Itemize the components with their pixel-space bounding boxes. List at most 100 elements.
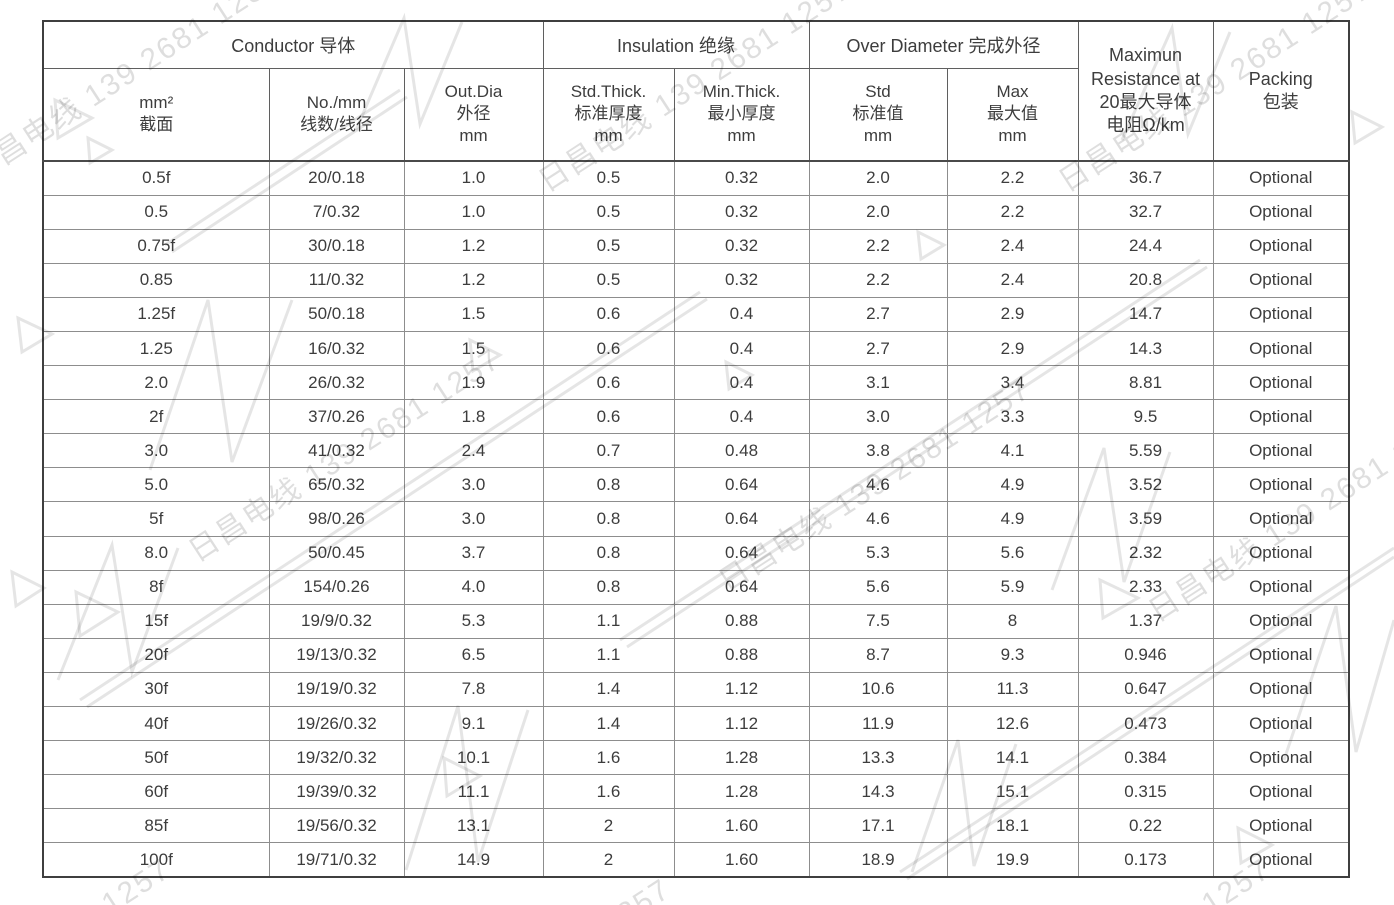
table-cell: Optional bbox=[1212, 160, 1350, 196]
table-cell: 0.32 bbox=[673, 228, 810, 264]
table-cell: 7/0.32 bbox=[268, 194, 405, 230]
table-cell: 0.7 bbox=[542, 433, 675, 469]
table-cell: 4.9 bbox=[946, 467, 1079, 503]
table-cell: 0.5 bbox=[42, 194, 270, 230]
table-cell: 0.88 bbox=[673, 603, 810, 639]
table-cell: Optional bbox=[1212, 228, 1350, 264]
table-cell: 0.32 bbox=[673, 194, 810, 230]
table-cell: 5.3 bbox=[808, 535, 948, 571]
table-cell: 2.7 bbox=[808, 330, 948, 367]
table-cell: 98/0.26 bbox=[268, 501, 405, 537]
table-row: 0.5 7/0.32 1.0 0.5 0.32 2.0 2.2 32.7 Optional bbox=[42, 194, 1350, 230]
table-cell: 13.3 bbox=[808, 740, 948, 776]
table-cell: 19/56/0.32 bbox=[268, 808, 405, 844]
table-row: 20f 19/13/0.32 6.5 1.1 0.88 8.7 9.3 0.946 Option… bbox=[42, 637, 1350, 673]
table-cell: 0.64 bbox=[673, 569, 810, 605]
table-cell: 20f bbox=[42, 637, 270, 673]
header-max-diameter: Max 最大值 mm bbox=[946, 67, 1079, 162]
table-cell: 0.4 bbox=[673, 330, 810, 367]
table-header: Conductor 导体 Insulation 绝缘 Over Diameter… bbox=[42, 20, 1350, 162]
table-cell: 1.4 bbox=[542, 705, 675, 742]
table-cell: 5.3 bbox=[403, 603, 544, 639]
table-cell: 0.64 bbox=[673, 467, 810, 503]
table-cell: 0.75f bbox=[42, 228, 270, 264]
table-cell: Optional bbox=[1212, 262, 1350, 298]
table-cell: 19/13/0.32 bbox=[268, 637, 405, 673]
table-cell: Optional bbox=[1212, 194, 1350, 230]
table-row: 30f 19/19/0.32 7.8 1.4 1.12 10.6 11.3 0.647 Opti… bbox=[42, 671, 1350, 708]
table-cell: 0.5 bbox=[542, 228, 675, 264]
table-body: 0.5f 20/0.18 1.0 0.5 0.32 2.0 2.2 36.7 Optional 0… bbox=[42, 160, 1350, 878]
table-cell: Optional bbox=[1212, 330, 1350, 367]
table-row: 2.0 26/0.32 1.9 0.6 0.4 3.1 3.4 8.81 Optional bbox=[42, 365, 1350, 401]
table-cell: 4.9 bbox=[946, 501, 1079, 537]
table-cell: 15f bbox=[42, 603, 270, 639]
table-cell: 0.88 bbox=[673, 637, 810, 673]
table-cell: 1.0 bbox=[403, 194, 544, 230]
table-cell: 0.32 bbox=[673, 262, 810, 298]
table-cell: 3.52 bbox=[1077, 467, 1214, 503]
table-cell: 19/19/0.32 bbox=[268, 671, 405, 708]
table-cell: Optional bbox=[1212, 740, 1350, 776]
table-cell: 1.5 bbox=[403, 330, 544, 367]
table-cell: 20/0.18 bbox=[268, 160, 405, 196]
table-cell: 0.5 bbox=[542, 262, 675, 298]
table-cell: 1.28 bbox=[673, 740, 810, 776]
table-cell: 0.8 bbox=[542, 569, 675, 605]
table-cell: 0.8 bbox=[542, 467, 675, 503]
table-cell: 2.2 bbox=[946, 160, 1079, 196]
table-cell: 65/0.32 bbox=[268, 467, 405, 503]
table-cell: 2.0 bbox=[42, 365, 270, 401]
table-cell: 1.6 bbox=[542, 774, 675, 810]
header-group-conductor: Conductor 导体 bbox=[42, 20, 544, 69]
table-cell: 0.647 bbox=[1077, 671, 1214, 708]
table-cell: 5.0 bbox=[42, 467, 270, 503]
table-cell: 0.384 bbox=[1077, 740, 1214, 776]
table-cell: 0.6 bbox=[542, 399, 675, 435]
table-cell: 1.9 bbox=[403, 365, 544, 401]
table-cell: 19/71/0.32 bbox=[268, 842, 405, 878]
table-cell: 18.9 bbox=[808, 842, 948, 878]
table-cell: 8.0 bbox=[42, 535, 270, 571]
table-cell: 4.1 bbox=[946, 433, 1079, 469]
table-cell: 0.48 bbox=[673, 433, 810, 469]
table-cell: 0.315 bbox=[1077, 774, 1214, 810]
table-row: 0.85 11/0.32 1.2 0.5 0.32 2.2 2.4 20.8 Optional bbox=[42, 262, 1350, 298]
table-cell: Optional bbox=[1212, 808, 1350, 844]
table-cell: 2.7 bbox=[808, 296, 948, 332]
table-cell: 0.64 bbox=[673, 501, 810, 537]
table-cell: 1.60 bbox=[673, 842, 810, 878]
table-cell: 3.8 bbox=[808, 433, 948, 469]
table-cell: 14.9 bbox=[403, 842, 544, 878]
table-cell: 5.59 bbox=[1077, 433, 1214, 469]
table-cell: 1.4 bbox=[542, 671, 675, 708]
table-cell: 18.1 bbox=[946, 808, 1079, 844]
header-out-dia: Out.Dia 外径 mm bbox=[403, 67, 544, 162]
table-cell: 1.60 bbox=[673, 808, 810, 844]
table-row: 60f 19/39/0.32 11.1 1.6 1.28 14.3 15.1 0.315 Opt… bbox=[42, 774, 1350, 810]
table-cell: 1.25f bbox=[42, 296, 270, 332]
table-cell: 1.25 bbox=[42, 330, 270, 367]
table-cell: 0.64 bbox=[673, 535, 810, 571]
table-cell: 5.6 bbox=[946, 535, 1079, 571]
table-row: 1.25f 50/0.18 1.5 0.6 0.4 2.7 2.9 14.7 Optional bbox=[42, 296, 1350, 332]
cable-spec-table: Conductor 导体 Insulation 绝缘 Over Diameter… bbox=[42, 20, 1350, 878]
table-cell: 0.85 bbox=[42, 262, 270, 298]
table-cell: 19/39/0.32 bbox=[268, 774, 405, 810]
table-cell: 0.946 bbox=[1077, 637, 1214, 673]
table-row: 0.5f 20/0.18 1.0 0.5 0.32 2.0 2.2 36.7 Optional bbox=[42, 160, 1350, 196]
table-cell: 2.4 bbox=[403, 433, 544, 469]
table-cell: 14.7 bbox=[1077, 296, 1214, 332]
table-cell: 10.1 bbox=[403, 740, 544, 776]
table-cell: 100f bbox=[42, 842, 270, 878]
table-cell: 0.4 bbox=[673, 296, 810, 332]
table-cell: 0.4 bbox=[673, 399, 810, 435]
table-cell: Optional bbox=[1212, 842, 1350, 878]
table-cell: 15.1 bbox=[946, 774, 1079, 810]
table-cell: 9.3 bbox=[946, 637, 1079, 673]
table-cell: 1.2 bbox=[403, 228, 544, 264]
table-cell: 0.5 bbox=[542, 160, 675, 196]
table-cell: 3.0 bbox=[403, 467, 544, 503]
table-cell: 4.6 bbox=[808, 501, 948, 537]
